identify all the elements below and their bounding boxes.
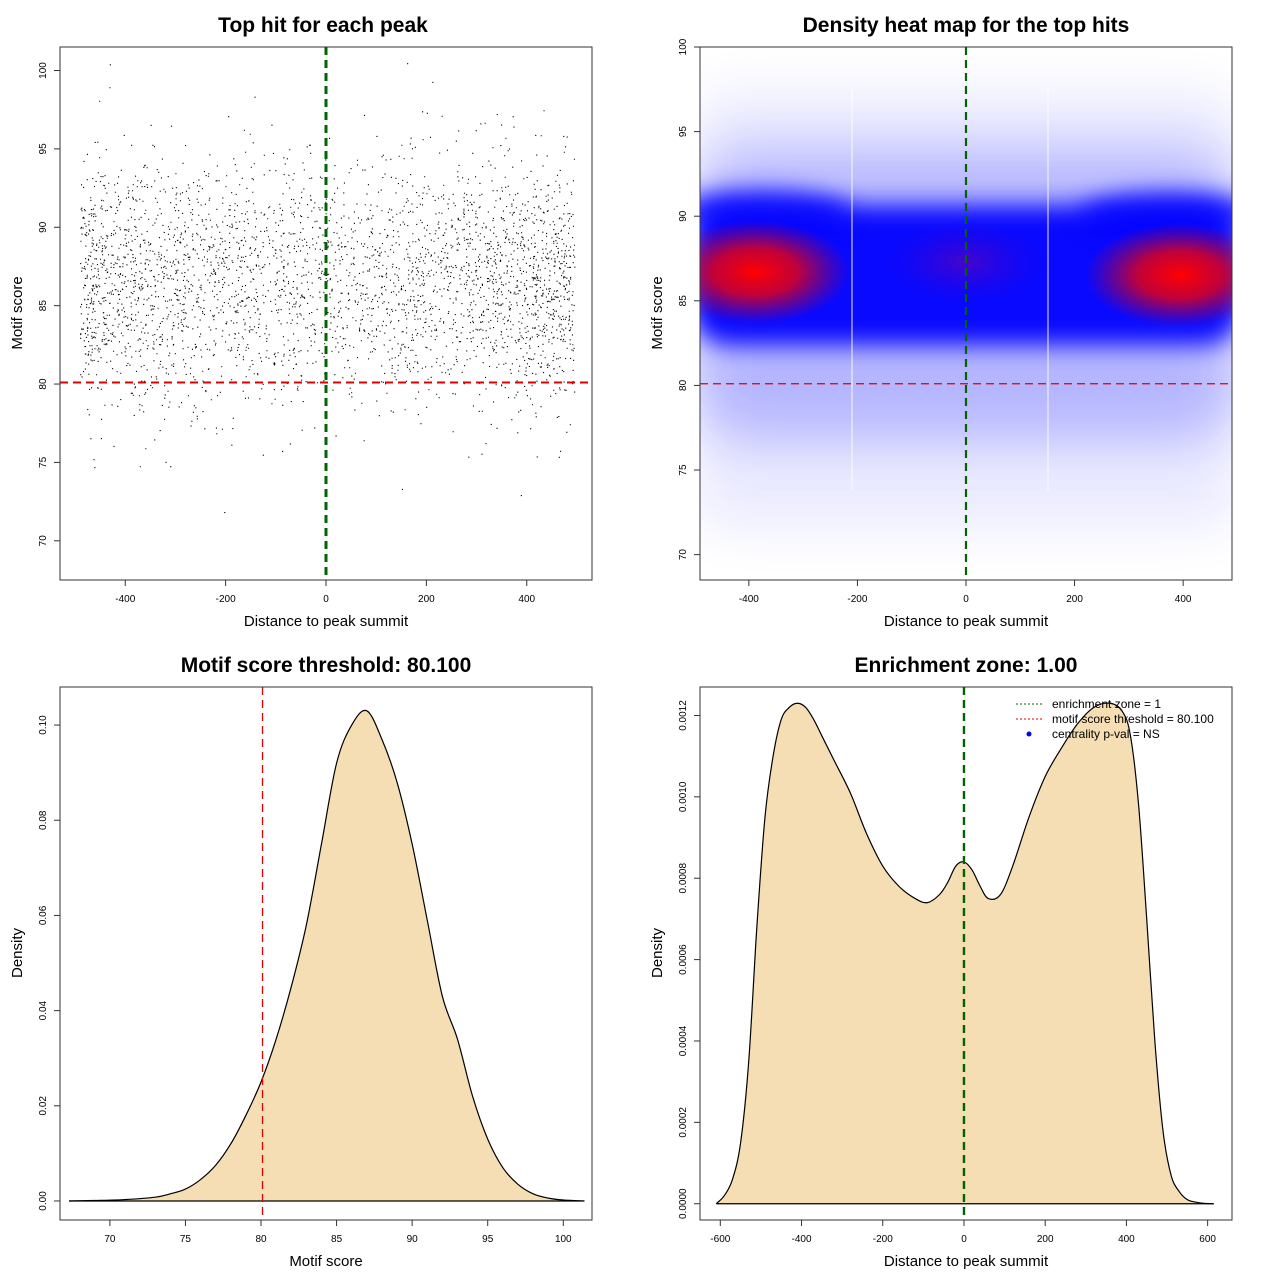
x-axis-label: Motif score <box>289 1253 362 1270</box>
y-tick-label: 75 <box>678 464 689 476</box>
y-tick-label: 75 <box>38 456 49 468</box>
y-tick-label: 90 <box>678 210 689 222</box>
x-tick-label: 600 <box>1199 1234 1216 1245</box>
density-curve <box>69 709 585 1202</box>
x-tick-label: 0 <box>961 1234 967 1245</box>
plot-area <box>700 47 1232 580</box>
y-tick-label: 70 <box>38 535 49 547</box>
y-axis-label: Density <box>649 927 666 978</box>
y-tick-label: 95 <box>678 126 689 138</box>
plot-frame <box>699 686 1233 1221</box>
legend-label: motif score threshold = 80.100 <box>1052 712 1214 726</box>
y-axis-label: Density <box>9 927 26 978</box>
x-tick-label: 400 <box>518 594 535 605</box>
plot-area <box>69 687 585 1220</box>
y-tick-label: 0.06 <box>38 905 49 925</box>
x-tick-label: 400 <box>1175 594 1192 605</box>
x-axis-label: Distance to peak summit <box>884 1253 1049 1270</box>
x-axis-label: Distance to peak summit <box>244 613 409 630</box>
legend-label: enrichment zone = 1 <box>1052 697 1161 711</box>
axis-ticks: -600 -400 -200 0 200 400 600 0.0000 0.0002 0.0004… <box>678 700 1216 1245</box>
x-tick-label: 75 <box>180 1234 192 1245</box>
density-fill <box>69 710 585 1201</box>
x-tick-label: 400 <box>1118 1234 1135 1245</box>
heatmap-hotspot-left <box>700 220 850 324</box>
legend: enrichment zone = 1 motif score threshol… <box>1016 697 1214 741</box>
x-tick-label: -200 <box>873 1234 893 1245</box>
x-tick-label: 0 <box>323 594 329 605</box>
y-tick-label: 0.0008 <box>678 863 689 894</box>
panel-heatmap: Density heat map for the top hits <box>649 14 1233 630</box>
y-tick-label: 0.0000 <box>678 1188 689 1219</box>
y-tick-label: 70 <box>678 549 689 561</box>
y-tick-label: 0.04 <box>38 1000 49 1020</box>
x-tick-label: 200 <box>1037 1234 1054 1245</box>
y-tick-label: 0.0010 <box>678 781 689 812</box>
panel-title: Motif score threshold: 80.100 <box>181 654 472 677</box>
y-tick-label: 100 <box>38 62 49 79</box>
heatmap-density <box>700 47 1232 580</box>
axis-ticks: -400 -200 0 200 400 70 75 80 85 90 95 100 <box>678 38 1192 605</box>
y-tick-label: 0.02 <box>38 1096 49 1116</box>
x-tick-label: 200 <box>418 594 435 605</box>
x-tick-label: 100 <box>555 1234 572 1245</box>
density-curve <box>715 702 1214 1205</box>
x-tick-label: -200 <box>216 594 236 605</box>
y-tick-label: 0.0004 <box>678 1025 689 1056</box>
legend-point-pval <box>1026 731 1032 737</box>
x-tick-label: 0 <box>963 594 969 605</box>
plot-area <box>60 47 592 580</box>
panel-title: Top hit for each peak <box>218 14 428 37</box>
x-tick-label: 85 <box>331 1234 343 1245</box>
y-tick-label: 0.08 <box>38 810 49 830</box>
y-tick-label: 85 <box>38 300 49 312</box>
x-tick-label: -400 <box>115 594 135 605</box>
x-tick-label: 90 <box>407 1234 419 1245</box>
y-tick-label: 0.0006 <box>678 944 689 975</box>
x-tick-label: 80 <box>255 1234 267 1245</box>
x-tick-label: -400 <box>792 1234 812 1245</box>
y-tick-label: 0.0012 <box>678 700 689 731</box>
x-tick-label: 95 <box>482 1234 494 1245</box>
plot-area <box>715 687 1214 1220</box>
axis-ticks: -400 -200 0 200 400 70 75 80 85 90 95 100 <box>38 62 536 605</box>
y-axis-label: Motif score <box>649 276 666 349</box>
panel-scatter: Top hit for each peak -400 -200 0 200 400 70 7… <box>9 14 593 630</box>
scatter-points <box>80 63 576 514</box>
y-tick-label: 80 <box>38 378 49 390</box>
x-tick-label: 200 <box>1066 594 1083 605</box>
x-tick-label: -200 <box>847 594 867 605</box>
y-tick-label: 85 <box>678 295 689 307</box>
reference-lines <box>700 47 1232 580</box>
heatmap-hotspot-right <box>1085 223 1232 327</box>
y-tick-label: 100 <box>678 38 689 55</box>
plot-frame <box>59 686 593 1221</box>
y-tick-label: 95 <box>38 143 49 155</box>
x-tick-label: -400 <box>739 594 759 605</box>
y-tick-label: 0.00 <box>38 1191 49 1211</box>
y-tick-label: 80 <box>678 379 689 391</box>
x-axis-label: Distance to peak summit <box>884 613 1049 630</box>
legend-label: centrality p-val = NS <box>1052 727 1160 741</box>
y-tick-label: 0.0002 <box>678 1107 689 1138</box>
y-tick-label: 90 <box>38 221 49 233</box>
panel-score-density: Motif score threshold: 80.100 70 75 80 85 90… <box>9 654 593 1270</box>
axis-ticks: 70 75 80 85 90 95 100 0.00 0.02 0.04 0.06 0.08 0.10 <box>38 715 572 1245</box>
panel-title: Density heat map for the top hits <box>803 14 1130 37</box>
y-axis-label: Motif score <box>9 276 26 349</box>
x-tick-label: -600 <box>710 1234 730 1245</box>
panel-title: Enrichment zone: 1.00 <box>855 654 1078 677</box>
x-tick-label: 70 <box>104 1234 116 1245</box>
y-tick-label: 0.10 <box>38 715 49 735</box>
panel-distance-density: Enrichment zone: 1.00 -600 -400 -200 0 200 40… <box>649 654 1233 1270</box>
